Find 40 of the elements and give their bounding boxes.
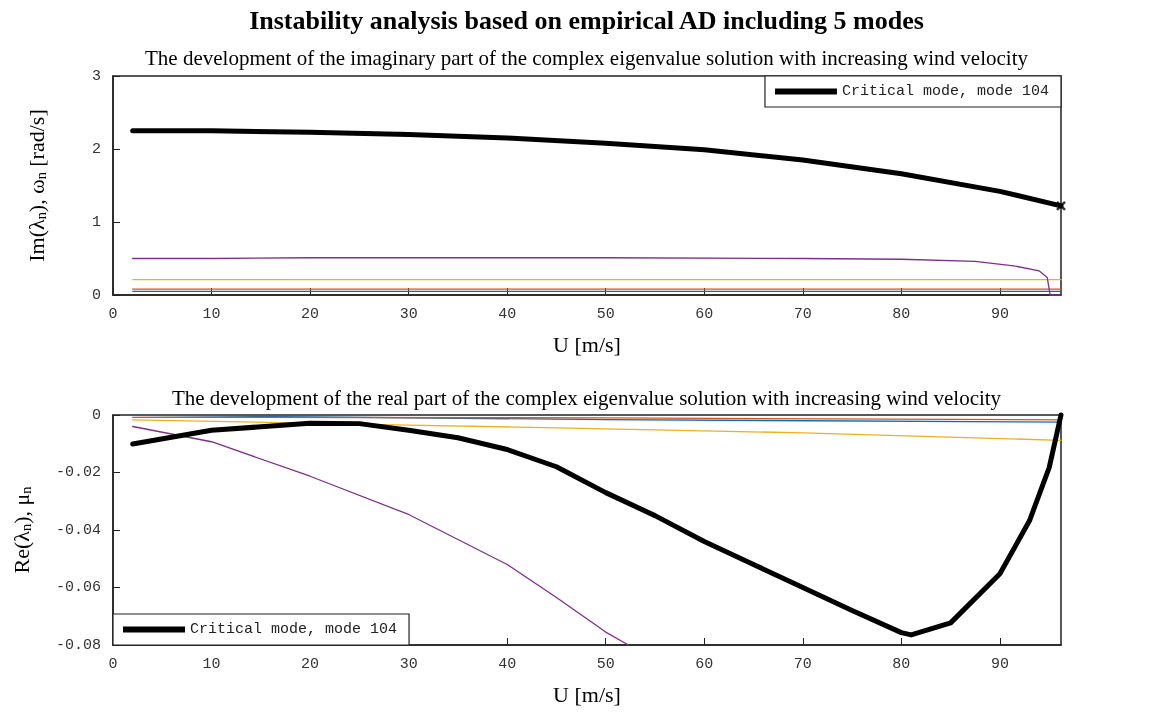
- legend-label: Critical mode, mode 104: [190, 621, 398, 638]
- x-tick-label: 70: [793, 656, 812, 673]
- x-tick-label: 0: [108, 306, 118, 323]
- x-tick-label: 10: [202, 656, 221, 673]
- y-tick-label: -0.02: [55, 464, 101, 481]
- y-tick-label: 2: [91, 140, 101, 158]
- x-tick-label: 80: [892, 306, 911, 323]
- x-tick-label: 80: [892, 656, 911, 673]
- x-tick-label: 20: [301, 656, 320, 673]
- x-tick-label: 50: [596, 656, 615, 673]
- x-tick-label: 20: [301, 306, 320, 323]
- x-tick-label: 40: [498, 656, 517, 673]
- chart-subtitle: The development of the imaginary part of the complex eigenvalue solution with increasing wind velocity: [145, 45, 1029, 70]
- x-tick-label: 30: [399, 656, 418, 673]
- y-tick-label: 0: [91, 286, 101, 304]
- y-tick-label: -0.04: [55, 521, 101, 539]
- y-tick-label: -0.06: [55, 579, 101, 596]
- line-series: [132, 425, 630, 646]
- x-axis-title: U [m/s]: [553, 331, 621, 357]
- y-axis-title: Im(λn), ωn [rad/s]: [24, 109, 50, 262]
- x-tick-label: 90: [990, 306, 1009, 323]
- x-tick-label: 40: [498, 306, 517, 323]
- line-series: [132, 257, 1062, 296]
- x-tick-label: 50: [596, 306, 615, 323]
- x-tick-label: 0: [108, 656, 118, 673]
- x-tick-label: 10: [202, 306, 221, 323]
- y-axis-title: Re(λn), μn: [9, 486, 35, 574]
- chart-title: The development of the real part of the complex eigenvalue solution with increasing wind velocity: [171, 385, 1002, 410]
- y-tick-label: 1: [91, 213, 101, 231]
- chart-title: Instability analysis based on empirical AD including 5 modes: [249, 5, 924, 35]
- y-tick-label: 3: [91, 67, 101, 85]
- x-tick-label: 30: [399, 306, 418, 323]
- x-tick-label: 60: [695, 306, 714, 323]
- y-tick-label: -0.08: [55, 636, 101, 654]
- legend-label: Critical mode, mode 104: [841, 83, 1050, 100]
- x-tick-label: 70: [793, 306, 812, 323]
- x-axis-title: U [m/s]: [553, 681, 621, 707]
- x-tick-label: 60: [695, 656, 714, 673]
- y-tick-label: 0: [91, 406, 101, 424]
- x-tick-label: 90: [990, 656, 1009, 673]
